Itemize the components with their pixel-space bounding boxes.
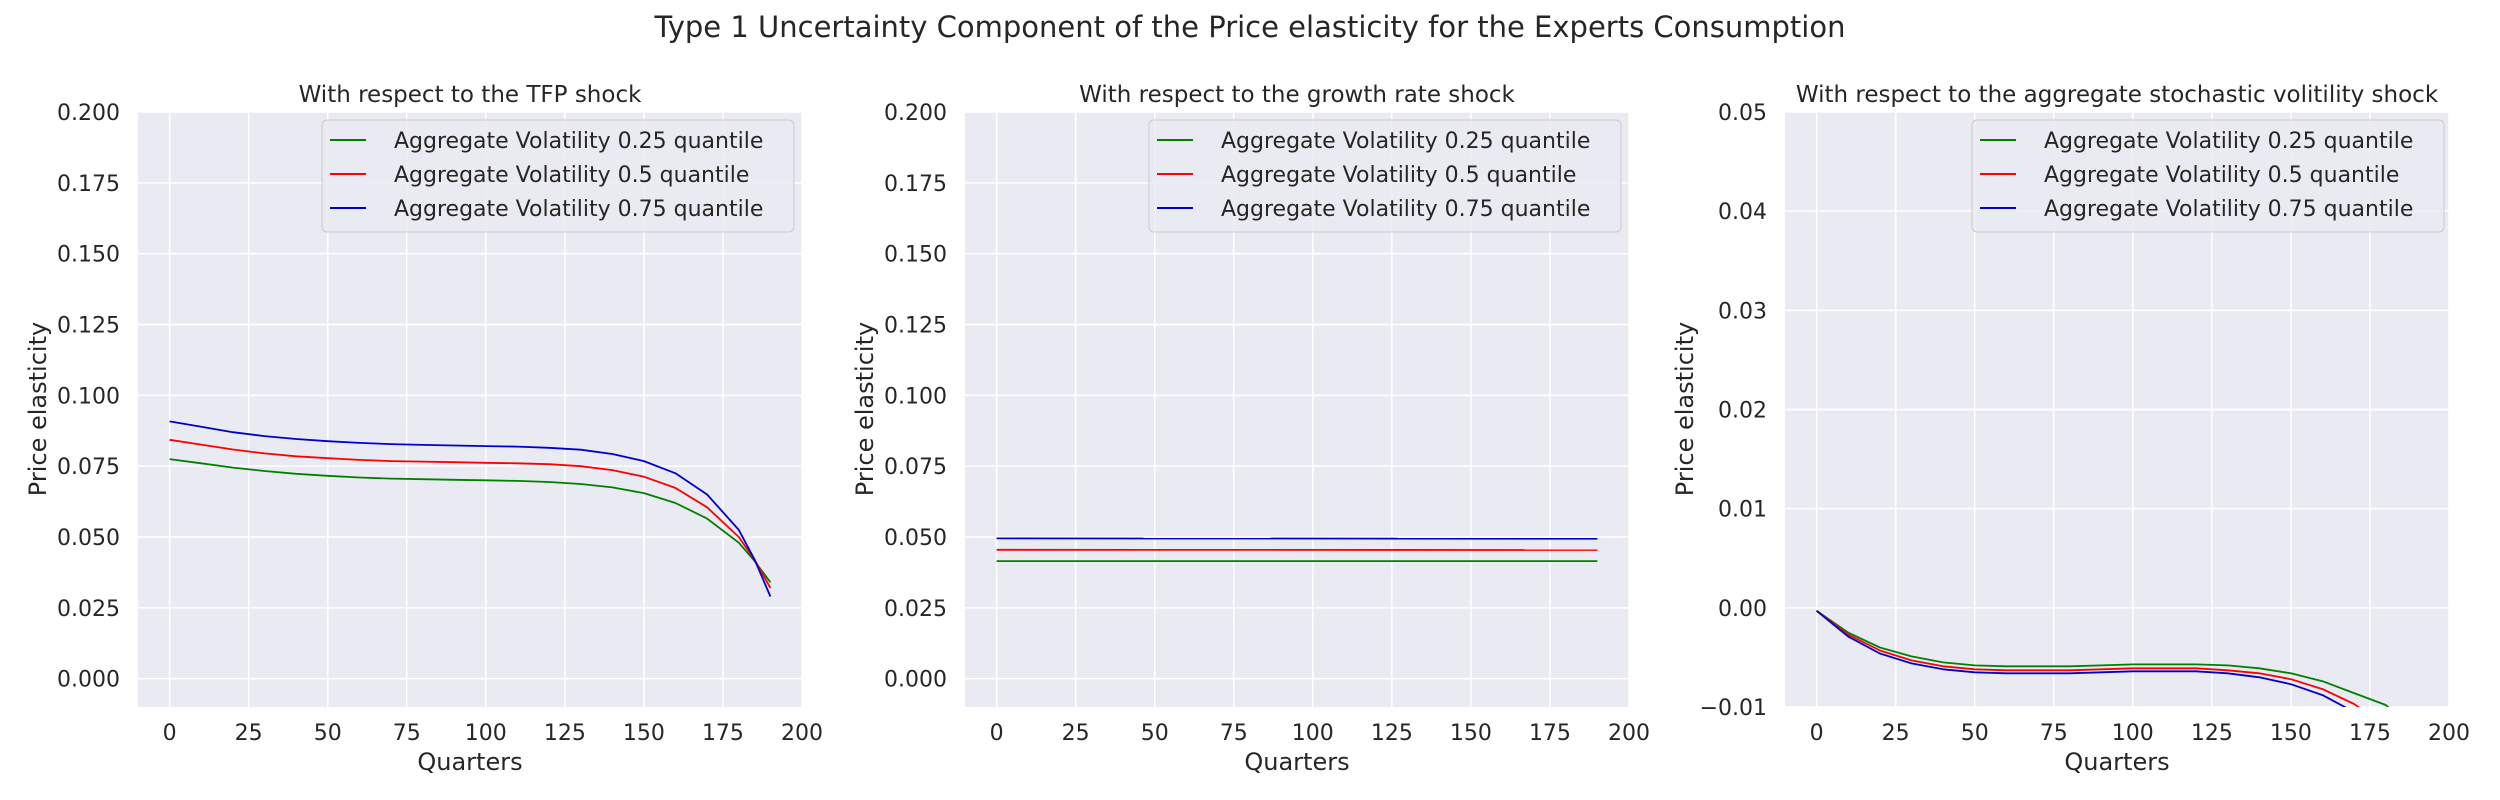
- legend-entry: Aggregate Volatility 0.5 quantile: [2044, 163, 2399, 188]
- x-tick-label: 25: [1882, 721, 1910, 746]
- series-line-2: [169, 420, 772, 597]
- panel-title: With respect to the aggregate stochastic…: [1796, 82, 2439, 108]
- x-tick-label: 175: [2349, 721, 2391, 746]
- x-tick-label: 75: [1220, 721, 1248, 746]
- x-tick-label: 175: [1529, 721, 1571, 746]
- x-axis-label: Quarters: [1244, 748, 1349, 776]
- x-tick-labels: 0 25 50 75 100 125 150 175 200: [1810, 721, 2470, 746]
- y-tick-label: 0.075: [884, 455, 947, 480]
- y-tick-label: 0.00: [1718, 597, 1767, 622]
- legend-entry: Aggregate Volatility 0.5 quantile: [1221, 163, 1576, 188]
- y-axis-label: Price elasticity: [851, 322, 879, 496]
- x-axis-label: Quarters: [2064, 748, 2169, 776]
- x-tick-label: 200: [2428, 721, 2470, 746]
- y-tick-label: 0.025: [884, 597, 947, 622]
- x-tick-label: 100: [465, 721, 507, 746]
- y-tick-label: 0.000: [884, 668, 947, 693]
- y-tick-labels: 0.000 0.025 0.050 0.075 0.100 0.125 0.150 0.175…: [57, 101, 120, 693]
- x-tick-labels: 0 25 50 75 100 125 150 175 200: [163, 721, 823, 746]
- legend-frame: [321, 119, 795, 233]
- x-tick-labels: 0 25 50 75 100 125 150 175 200: [990, 721, 1650, 746]
- legend-entry: Aggregate Volatility 0.25 quantile: [2044, 129, 2413, 154]
- x-tick-label: 0: [163, 721, 177, 746]
- y-tick-label: 0.04: [1718, 200, 1767, 225]
- x-tick-label: 0: [990, 721, 1004, 746]
- y-tick-label: 0.125: [57, 314, 120, 339]
- y-tick-labels: 0.000 0.025 0.050 0.075 0.100 0.125 0.150 0.175…: [884, 101, 947, 693]
- legend-entry: Aggregate Volatility 0.75 quantile: [1221, 197, 1590, 222]
- y-axis-label: Price elasticity: [24, 322, 52, 496]
- y-tick-label: 0.050: [57, 526, 120, 551]
- y-tick-label: 0.050: [884, 526, 947, 551]
- y-tick-label: 0.150: [57, 243, 120, 268]
- y-tick-label: 0.175: [57, 172, 120, 197]
- y-axis-label: Price elasticity: [1671, 322, 1699, 496]
- x-tick-label: 50: [1961, 721, 1989, 746]
- y-tick-labels: −0.01 0.00 0.01 0.02 0.03 0.04 0.05: [1700, 101, 1767, 721]
- y-tick-label: 0.075: [57, 455, 120, 480]
- y-tick-label: 0.100: [884, 384, 947, 409]
- x-tick-label: 25: [235, 721, 263, 746]
- x-tick-label: 150: [2270, 721, 2312, 746]
- x-tick-label: 100: [2112, 721, 2154, 746]
- x-tick-label: 175: [702, 721, 744, 746]
- legend: Aggregate Volatility 0.25 quantile Aggreg…: [1971, 119, 2445, 233]
- x-tick-label: 75: [393, 721, 421, 746]
- legend: Aggregate Volatility 0.25 quantile Aggreg…: [321, 119, 795, 233]
- panel-growth-rate-shock: 0 25 50 75 100 125 150 175 200 0.0000.0250.0500.…: [851, 82, 1650, 776]
- series-line-1: [169, 438, 772, 589]
- y-tick-label: 0.025: [57, 597, 120, 622]
- series-line-0: [1816, 610, 2390, 707]
- legend-frame: [1148, 119, 1622, 233]
- y-tick-label: 0.03: [1718, 299, 1767, 324]
- y-tick-label: 0.100: [57, 384, 120, 409]
- legend-entry: Aggregate Volatility 0.5 quantile: [394, 163, 749, 188]
- legend-entry: Aggregate Volatility 0.25 quantile: [394, 129, 763, 154]
- series-lines: [1816, 610, 2390, 707]
- y-tick-label: 0.02: [1718, 399, 1767, 424]
- x-tick-label: 200: [1608, 721, 1650, 746]
- legend-frame: [1971, 119, 2445, 233]
- y-tick-label: 0.200: [57, 101, 120, 126]
- legend: Aggregate Volatility 0.25 quantile Aggreg…: [1148, 119, 1622, 233]
- x-tick-label: 50: [314, 721, 342, 746]
- series-line-2: [1816, 610, 2347, 707]
- x-axis-label: Quarters: [417, 748, 522, 776]
- x-tick-label: 125: [1371, 721, 1413, 746]
- panel-stochastic-volatility-shock: 0 25 50 75 100 125 150 175 200 −0.01 0.00 0.01 0.02…: [1671, 82, 2470, 776]
- x-tick-label: 0: [1810, 721, 1824, 746]
- legend-entry: Aggregate Volatility 0.75 quantile: [394, 197, 763, 222]
- y-tick-label: 0.200: [884, 101, 947, 126]
- series-line-0: [169, 458, 772, 583]
- x-tick-label: 150: [623, 721, 665, 746]
- x-tick-label: 150: [1450, 721, 1492, 746]
- x-tick-label: 125: [2191, 721, 2233, 746]
- x-tick-label: 100: [1292, 721, 1334, 746]
- y-tick-label: 0.01: [1718, 498, 1767, 523]
- panel-tfp-shock: 0 25 50 75 100 125 150 175 200 0.0000.0250.0500.…: [24, 82, 823, 776]
- series-lines: [996, 537, 1598, 562]
- series-lines: [169, 420, 772, 597]
- panel-title: With respect to the TFP shock: [299, 82, 643, 108]
- series-line-1: [1816, 610, 2360, 707]
- legend-entry: Aggregate Volatility 0.25 quantile: [1221, 129, 1590, 154]
- y-tick-label: 0.150: [884, 243, 947, 268]
- x-tick-label: 125: [544, 721, 586, 746]
- y-tick-label: 0.175: [884, 172, 947, 197]
- panel-title: With respect to the growth rate shock: [1079, 82, 1515, 108]
- legend-entry: Aggregate Volatility 0.75 quantile: [2044, 197, 2413, 222]
- y-tick-label: −0.01: [1700, 696, 1767, 721]
- x-tick-label: 50: [1141, 721, 1169, 746]
- x-tick-label: 75: [2040, 721, 2068, 746]
- y-tick-label: 0.000: [57, 668, 120, 693]
- y-tick-label: 0.05: [1718, 101, 1767, 126]
- x-tick-label: 200: [781, 721, 823, 746]
- x-tick-label: 25: [1062, 721, 1090, 746]
- y-tick-label: 0.125: [884, 314, 947, 339]
- figure-title: Type 1 Uncertainty Component of the Pric…: [654, 10, 1846, 44]
